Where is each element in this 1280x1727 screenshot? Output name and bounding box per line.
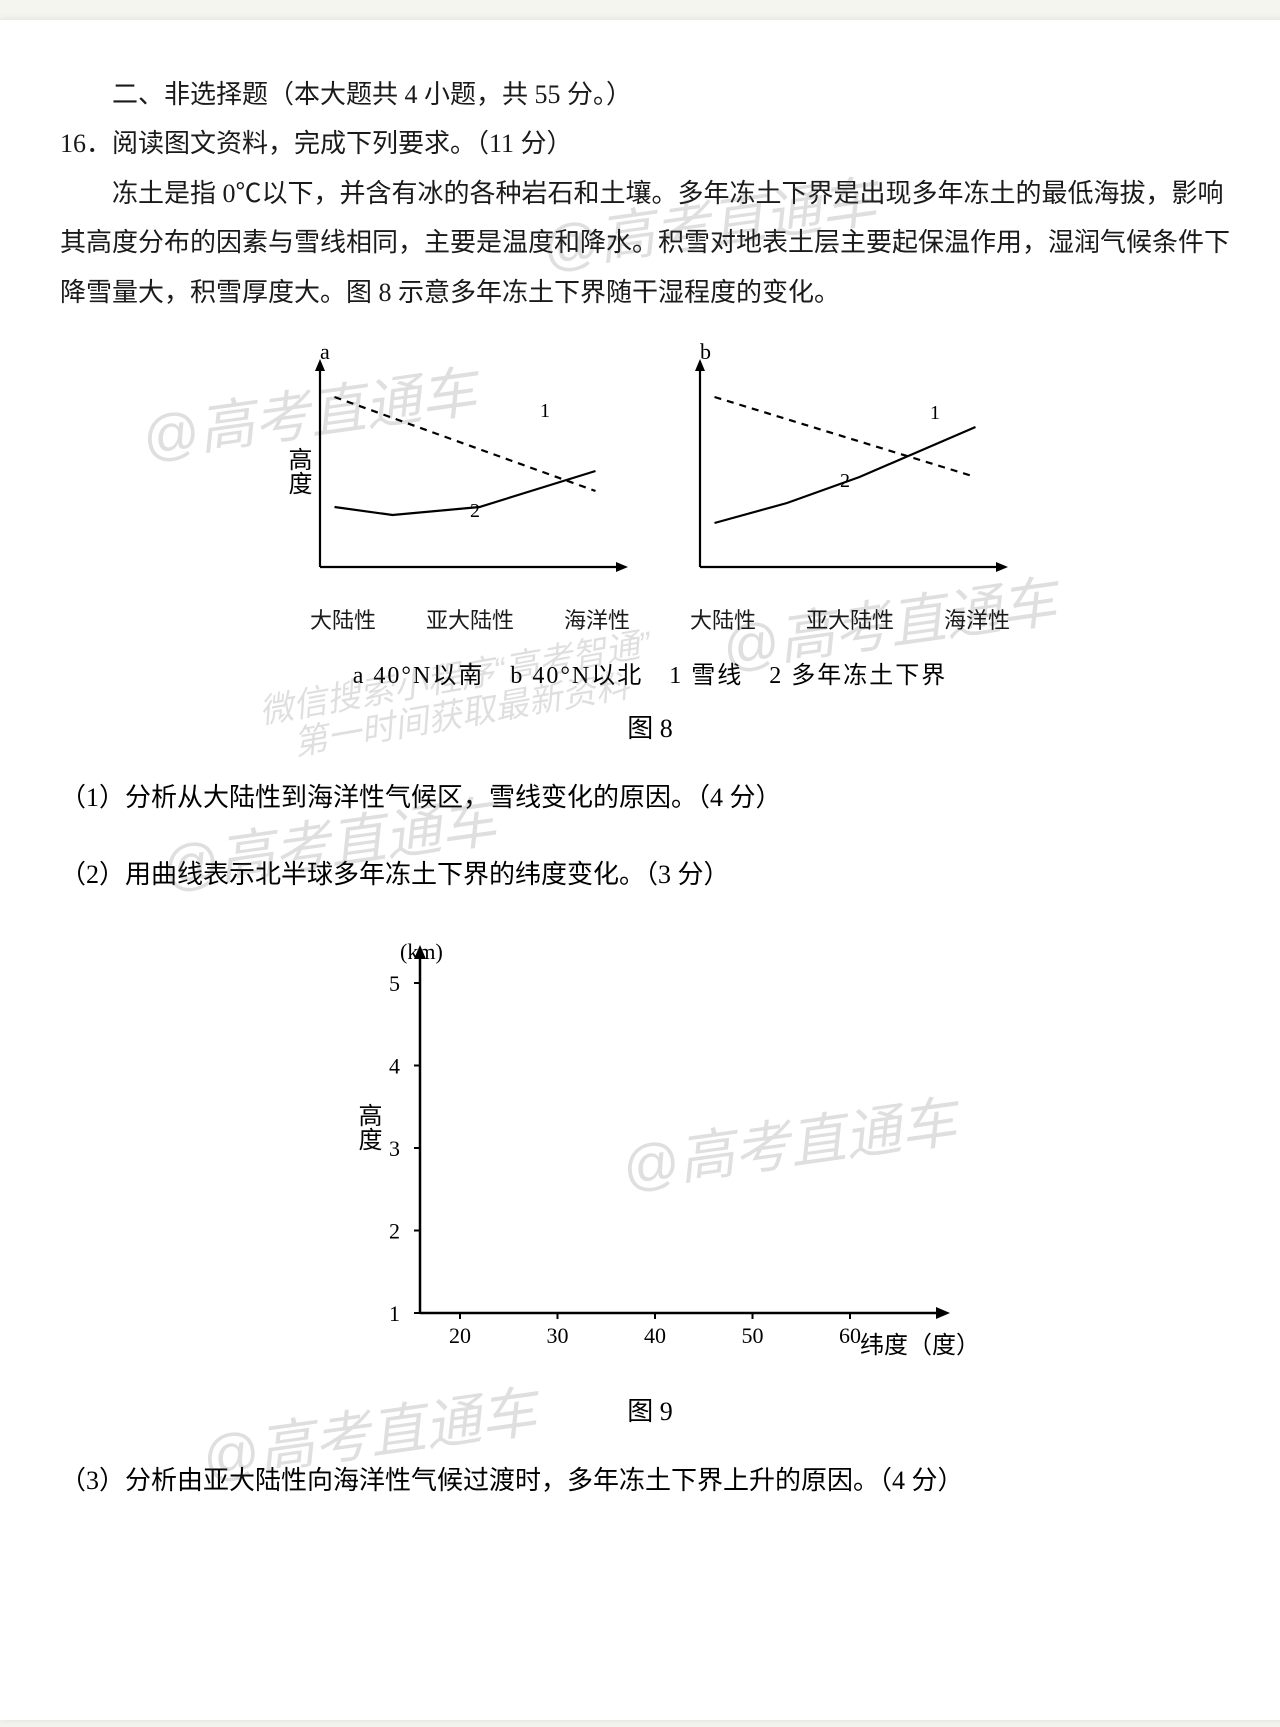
question-2: （2）用曲线表示北半球多年冻土下界的纬度变化。（3 分）: [60, 846, 1240, 903]
fig9-wrap: 高度 (km) 12345 2030405060 纬度（度）: [60, 923, 1240, 1373]
series-label-2: 2: [470, 500, 480, 522]
svg-text:4: 4: [389, 1054, 400, 1079]
section-heading: 二、非选择题（本大题共 4 小题，共 55 分。） 16．阅读图文资料，完成下列…: [60, 70, 1240, 317]
svg-text:3: 3: [389, 1136, 400, 1161]
chart-a-title: a: [320, 339, 330, 364]
chart-b-title: b: [700, 339, 711, 364]
x-ticks: 20 30 40 50 60: [449, 1313, 861, 1348]
exam-page: @高考直通车 @高考直通车 @高考直通车 微信搜索小程序“高考智通” 第一时间获…: [0, 20, 1280, 1720]
svg-text:40: 40: [644, 1323, 666, 1348]
svg-text:1: 1: [389, 1301, 400, 1326]
y-axis-label: 高度: [350, 1103, 385, 1151]
q16-title: 16．阅读图文资料，完成下列要求。（11 分）: [60, 119, 1240, 168]
question-1: （1）分析从大陆性到海洋性气候区，雪线变化的原因。（4 分）: [60, 769, 1240, 826]
chart-b-svg: b 1 2: [670, 337, 1010, 597]
watermark-stack: 微信搜索小程序“高考智通” 第一时间获取最新资料: [257, 626, 661, 769]
paragraph: 冻土是指 0℃以下，并含有冰的各种岩石和土壤。多年冻土下界是出现多年冻土的最低海…: [60, 169, 1240, 317]
chart-a-svg: a 1 2: [290, 337, 630, 597]
series-label-1: 1: [930, 402, 940, 424]
svg-text:60: 60: [839, 1323, 861, 1348]
x-cat: 海洋性: [944, 603, 1010, 635]
x-arrow: [616, 562, 628, 572]
fig8-legend: a 40°N以南 b 40°N以北 1 雪线 2 多年冻土下界: [60, 655, 1240, 690]
fig9-svg: (km) 12345 2030405060 纬度（度）: [330, 923, 970, 1373]
fig8-chart-b: b 1 2 大陆性 亚大陆性 海洋性: [670, 337, 1010, 635]
x-cat: 海洋性: [564, 603, 630, 635]
heading-line: 二、非选择题（本大题共 4 小题，共 55 分。）: [60, 70, 1240, 119]
x-categories: 大陆性 亚大陆性 海洋性: [690, 603, 1010, 635]
svg-text:5: 5: [389, 971, 400, 996]
x-cat: 亚大陆性: [806, 603, 894, 635]
svg-text:50: 50: [742, 1323, 764, 1348]
series-label-1: 1: [540, 400, 550, 422]
x-arrow: [936, 1307, 950, 1319]
y-ticks: 1 2 3 4 5: [389, 971, 420, 1326]
x-axis-label: 纬度（度）: [860, 1332, 970, 1359]
series-label-2: 2: [840, 470, 850, 492]
x-arrow: [996, 562, 1008, 572]
question-3: （3）分析由亚大陆性向海洋性气候过渡时，多年冻土下界上升的原因。（4 分）: [60, 1452, 1240, 1509]
y-axis-label: 高度: [280, 447, 315, 495]
x-cat: 亚大陆性: [426, 603, 514, 635]
x-cat: 大陆性: [690, 603, 756, 635]
svg-text:20: 20: [449, 1323, 471, 1348]
svg-text:2: 2: [389, 1219, 400, 1244]
fig8-row: 高度 a 1 2 大陆性 亚大陆性 海洋性 b: [60, 337, 1240, 635]
svg-text:30: 30: [547, 1323, 569, 1348]
x-cat: 大陆性: [310, 603, 376, 635]
fig8-caption: 图 8: [60, 708, 1240, 745]
fig9-caption: 图 9: [60, 1391, 1240, 1428]
fig8-chart-a: 高度 a 1 2 大陆性 亚大陆性 海洋性: [290, 337, 630, 635]
x-categories: 大陆性 亚大陆性 海洋性: [310, 603, 630, 635]
fig9-chart: 高度 (km) 12345 2030405060 纬度（度）: [330, 923, 970, 1373]
snowline-series: [335, 397, 596, 491]
